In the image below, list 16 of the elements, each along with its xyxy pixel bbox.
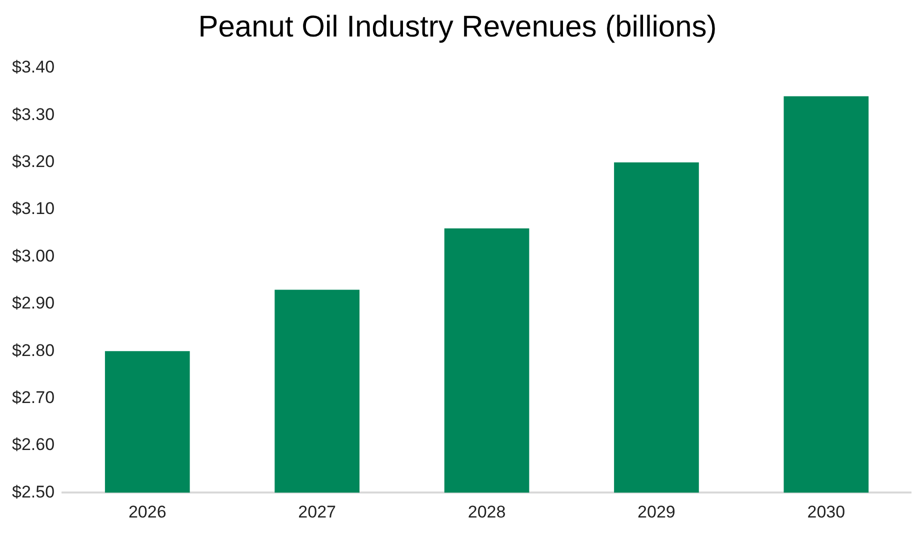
x-tick-label: 2027 (298, 502, 336, 522)
y-tick-label: $3.30 (12, 104, 55, 124)
y-tick-label: $3.10 (12, 199, 55, 218)
y-tick-label: $2.90 (12, 294, 55, 313)
x-tick-label: 2029 (638, 502, 676, 522)
x-tick-label: 2026 (128, 502, 166, 522)
y-tick-label: $3.20 (12, 152, 55, 172)
chart-title: Peanut Oil Industry Revenues (billions) (198, 10, 717, 44)
y-tick-label: $3.00 (12, 246, 55, 266)
y-tick-label: $3.40 (12, 58, 55, 77)
y-tick-label: $2.80 (12, 340, 55, 360)
y-tick-label: $2.70 (12, 388, 55, 407)
y-tick-label: $2.50 (12, 482, 55, 502)
x-tick-label: 2028 (468, 502, 506, 522)
x-tick-label: 2030 (807, 502, 846, 522)
y-tick-label: $2.60 (12, 435, 55, 454)
